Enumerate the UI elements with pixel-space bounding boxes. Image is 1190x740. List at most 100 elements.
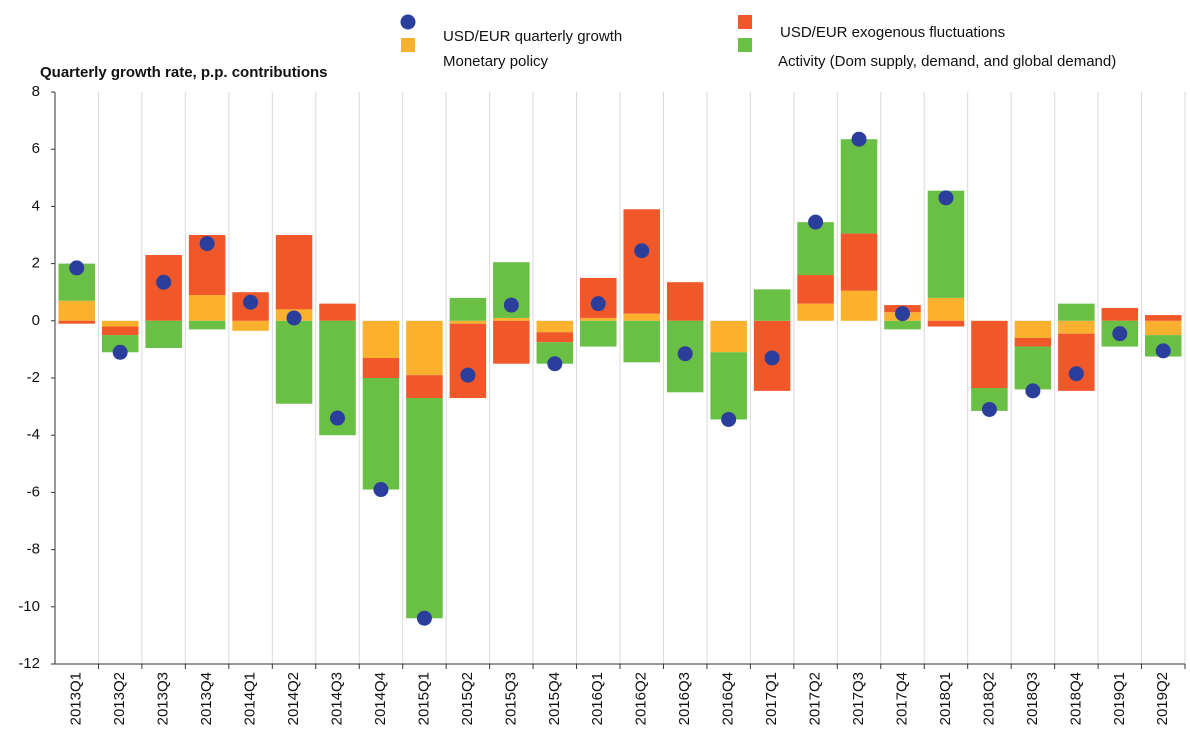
y-tick-label: -4 — [27, 426, 40, 443]
y-tick-label: -12 — [18, 655, 40, 672]
x-tick-label: 2015Q4 — [546, 672, 563, 725]
bar-segment — [1058, 320, 1095, 334]
growth-dot — [590, 296, 606, 312]
bar-segment — [145, 320, 182, 348]
bar-segment — [58, 320, 95, 324]
y-tick-label: 4 — [32, 197, 40, 214]
bar-segment — [580, 317, 617, 321]
x-tick-label: 2014Q2 — [285, 672, 302, 725]
bar-segment — [449, 323, 487, 399]
x-tick-label: 2013Q4 — [198, 672, 215, 725]
x-tick-label: 2015Q1 — [415, 672, 432, 725]
x-tick-label: 2017Q3 — [850, 672, 867, 725]
growth-dot — [112, 344, 128, 360]
growth-dot — [156, 274, 172, 290]
x-tick-label: 2013Q2 — [111, 672, 128, 725]
x-tick-label: 2016Q3 — [676, 672, 693, 725]
bar-segment — [101, 326, 139, 336]
growth-dot — [416, 610, 432, 626]
growth-dot — [243, 294, 259, 310]
growth-dot — [1025, 383, 1041, 399]
bar-segment — [406, 375, 443, 399]
bar-segment — [623, 209, 660, 314]
bar-segment — [493, 317, 530, 321]
bar-segment — [797, 275, 834, 304]
x-tick-label: 2018Q2 — [980, 672, 997, 725]
bar-segment — [1145, 320, 1182, 336]
growth-dot — [851, 131, 867, 147]
legend-marker — [738, 38, 752, 52]
growth-dot — [503, 297, 519, 313]
bar-segment — [1145, 315, 1182, 321]
x-tick-label: 2017Q4 — [893, 672, 910, 725]
growth-dot — [373, 482, 389, 498]
bar-segment — [275, 235, 313, 310]
legend-marker — [401, 38, 415, 52]
bar-segment — [1058, 333, 1095, 391]
growth-dot — [634, 243, 650, 259]
growth-dot — [1068, 366, 1084, 382]
bar-segment — [188, 320, 226, 330]
bar-segment — [927, 320, 965, 327]
x-tick-label: 2017Q1 — [763, 672, 780, 725]
x-tick-label: 2018Q1 — [937, 672, 954, 725]
x-tick-label: 2019Q1 — [1111, 672, 1128, 725]
growth-dot — [808, 214, 824, 230]
bar-segment — [536, 320, 574, 333]
x-tick-label: 2018Q3 — [1024, 672, 1041, 725]
bar-segment — [1058, 303, 1095, 321]
x-tick-label: 2018Q4 — [1067, 672, 1084, 725]
bar-segment — [753, 289, 791, 321]
bar-segment — [927, 297, 965, 321]
bar-segment — [101, 320, 139, 327]
bar-segment — [449, 297, 487, 321]
bar-segment — [536, 342, 574, 364]
bar-segment — [927, 190, 965, 298]
growth-dot — [764, 350, 780, 366]
growth-dot — [895, 306, 910, 322]
x-tick-label: 2016Q2 — [633, 672, 650, 725]
bar-segment — [666, 282, 704, 321]
bar-segment — [362, 357, 400, 378]
bar-segment — [406, 320, 443, 376]
growth-dot — [69, 260, 85, 276]
bar-segment — [362, 378, 400, 490]
bar-segment — [580, 320, 617, 347]
bar-segment — [449, 320, 487, 324]
bar-segment — [840, 139, 878, 234]
x-tick-label: 2013Q1 — [68, 672, 85, 725]
growth-dot — [981, 401, 997, 417]
bar-segment — [623, 313, 660, 321]
legend-label: Monetary policy — [443, 53, 549, 70]
bar-segment — [1014, 320, 1052, 338]
growth-dot — [938, 190, 954, 206]
growth-dot — [286, 310, 302, 326]
growth-dot — [721, 411, 737, 427]
y-tick-label: 8 — [32, 83, 40, 100]
bar-segment — [362, 320, 400, 358]
x-tick-label: 2013Q3 — [155, 672, 172, 725]
bar-segment — [232, 320, 269, 331]
bar-segment — [884, 320, 921, 330]
bar-segment — [840, 233, 878, 291]
y-tick-label: 2 — [32, 255, 40, 272]
bar-segment — [101, 335, 139, 353]
chart-title: Quarterly growth rate, p.p. contribution… — [40, 64, 328, 81]
bar-segment — [1014, 346, 1052, 390]
x-tick-label: 2014Q1 — [242, 672, 259, 725]
bar-segment — [1101, 307, 1139, 321]
x-tick-label: 2015Q3 — [502, 672, 519, 725]
y-tick-label: -6 — [27, 483, 40, 500]
bar-segment — [710, 320, 747, 353]
x-tick-label: 2017Q2 — [807, 672, 824, 725]
growth-dot — [330, 410, 345, 426]
growth-dot — [460, 367, 476, 383]
x-tick-label: 2014Q3 — [328, 672, 345, 725]
y-tick-label: -2 — [27, 369, 40, 386]
bar-segment — [58, 300, 95, 321]
bar-segment — [275, 320, 313, 404]
legend-marker — [738, 15, 752, 29]
legend-label: USD/EUR exogenous fluctuations — [780, 24, 1005, 41]
bar-segment — [493, 320, 530, 364]
